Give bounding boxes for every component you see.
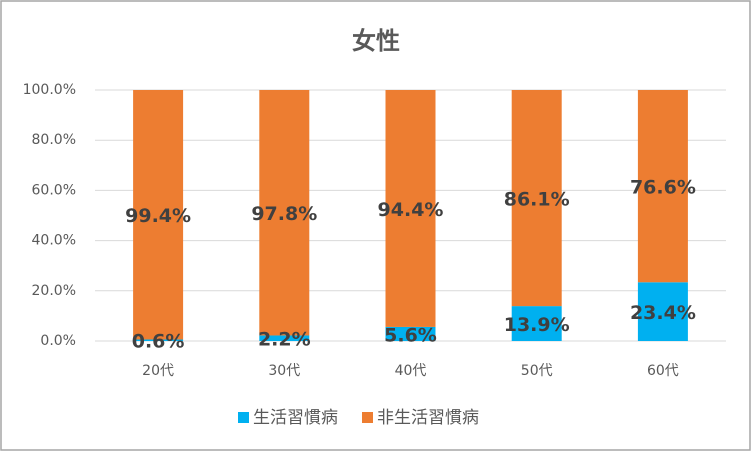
chart-title: 女性: [352, 27, 400, 55]
x-tick-label: 30代: [268, 363, 300, 379]
bar-segment: [259, 335, 310, 341]
bar-segment: [511, 90, 562, 307]
data-label: 86.1%: [504, 189, 570, 211]
y-tick-label: 0.0%: [40, 333, 76, 349]
data-label: 5.6%: [384, 324, 437, 346]
x-tick-label: 50代: [521, 363, 553, 379]
bar-segment: [637, 90, 688, 283]
bar-segment: [511, 306, 562, 341]
y-tick-label: 80.0%: [32, 132, 76, 148]
legend-swatch: [362, 412, 373, 423]
y-tick-label: 40.0%: [32, 233, 76, 249]
x-tick-label: 40代: [395, 363, 427, 379]
y-tick-label: 100.0%: [23, 82, 76, 98]
bar-segment: [385, 90, 436, 327]
y-tick-label: 60.0%: [32, 182, 76, 198]
data-label: 94.4%: [378, 199, 444, 221]
legend-label: 生活習慣病: [253, 408, 338, 428]
bar-segment: [133, 90, 184, 340]
x-tick-label: 20代: [142, 363, 174, 379]
data-label: 76.6%: [630, 177, 696, 199]
data-label: 13.9%: [504, 314, 570, 336]
data-label: 23.4%: [630, 302, 696, 324]
legend-swatch: [238, 412, 249, 423]
y-tick-label: 20.0%: [32, 283, 76, 299]
bar-segment: [133, 339, 184, 341]
data-label: 0.6%: [132, 331, 185, 353]
data-label: 2.2%: [258, 329, 311, 351]
bar-segment: [637, 282, 688, 341]
legend-label: 非生活習慣病: [377, 408, 479, 428]
x-tick-label: 60代: [647, 363, 679, 379]
bar-segment: [385, 326, 436, 341]
bar-segment: [259, 90, 310, 336]
data-label: 99.4%: [125, 205, 191, 227]
data-label: 97.8%: [251, 203, 317, 225]
